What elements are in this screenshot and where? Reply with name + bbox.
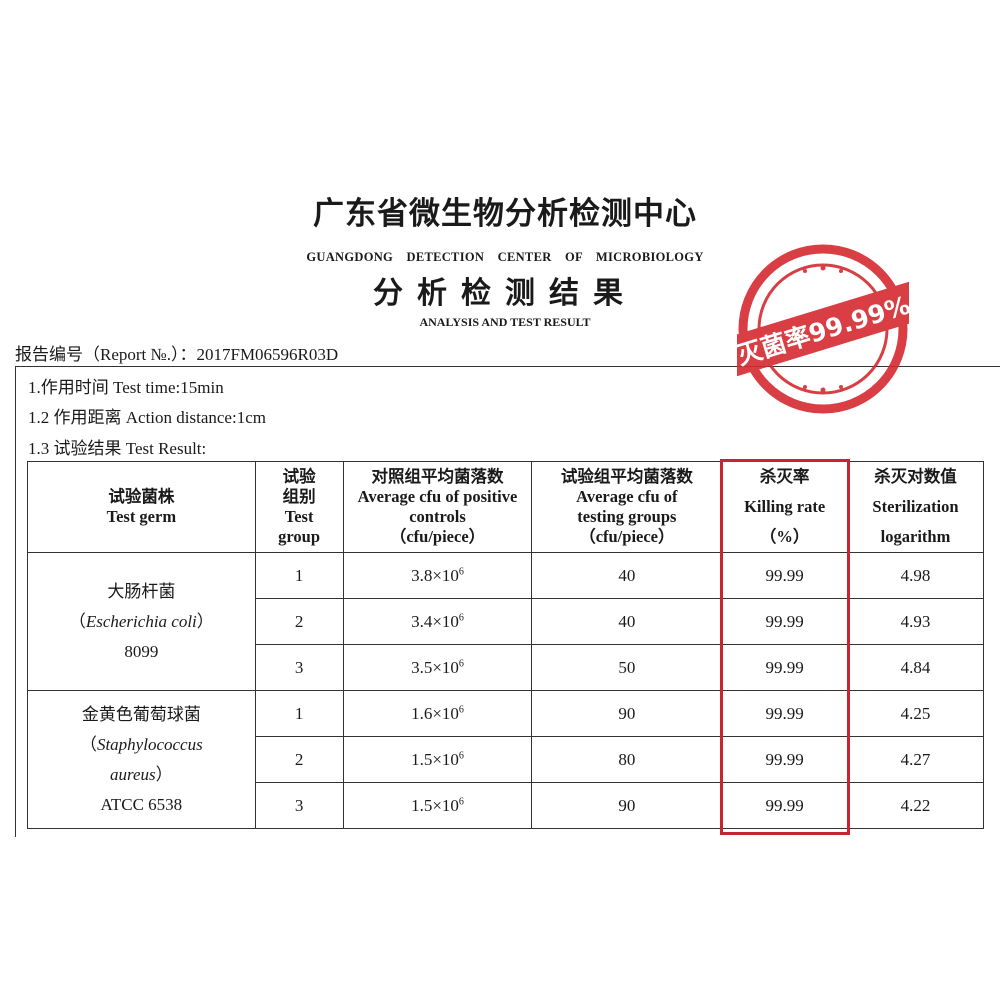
table-row: 金黄色葡萄球菌 （Staphylococcus aureus） ATCC 6538 1 1… [27,690,984,829]
sterilization-log-cell: 4.22 [847,782,984,829]
sterilization-log-cell: 4.25 [847,690,984,737]
group-cell: 3 [254,782,344,829]
header-test-cfu: 试验组平均菌落数 Average cfu of testing groups （cf… [531,461,723,553]
germ-cn: 金黄色葡萄球菌 [81,704,201,724]
result-title-cn: 分析检测结果 [373,277,637,310]
header-cn: 试验组别 [282,467,316,506]
germ-cell: 大肠杆菌 （Escherichia coli） 8099 [27,552,256,691]
header-test-group: 试验组别 Test group [254,461,344,553]
germ-latin: （Staphylococcus [79,734,203,754]
table-row: 大肠杆菌 （Escherichia coli） 8099 1 3.8×106 40 99.9… [27,552,984,691]
killing-rate-cell: 99.99 [721,552,849,599]
germ-cn: 大肠杆菌 [107,581,176,601]
test-result-label: 1.3 试验结果 Test Result: [28,439,207,458]
sterilization-rate-stamp: 灭菌率99.99% [737,244,909,414]
header-sterilization-log: 杀灭对数值 Sterilization logarithm [847,461,984,553]
header-en: Test group [278,507,321,546]
header-en: Average cfu of positive controls [357,487,518,526]
control-cfu-cell: 1.5×106 [342,782,533,829]
test-cfu-cell: 40 [531,552,723,599]
results-table: 试验菌株 Test germ 试验组别 Test group 对照组平均菌落数 Ave… [27,461,984,829]
header-unit: （cfu/piece） [579,527,675,546]
table-header-row: 试验菌株 Test germ 试验组别 Test group 对照组平均菌落数 Ave… [27,461,984,553]
header-killing-rate: 杀灭率 Killing rate （%） [721,461,849,553]
result-title-en: ANALYSIS AND TEST RESULT [419,315,591,329]
germ-latin-2: aureus） [110,764,173,784]
germ-latin: （Escherichia coli） [68,611,214,631]
test-cfu-cell: 90 [531,690,723,737]
header-en: Killing rate [744,497,826,516]
header-en: Sterilization logarithm [872,497,959,546]
control-cfu-cell: 3.5×106 [342,644,533,691]
header-test-germ: 试验菌株 Test germ [27,461,256,553]
header-cn: 试验菌株 [108,487,175,506]
test-cfu-cell: 80 [531,736,723,783]
header-cn: 杀灭对数值 [874,467,957,486]
test-time: 1.作用时间 Test time:15min [28,378,224,397]
germ-strain: ATCC 6538 [100,794,183,814]
sterilization-log-cell: 4.98 [847,552,984,599]
header-unit: （%） [759,527,810,546]
header-unit: （cfu/piece） [389,527,486,546]
header-cn: 试验组平均菌落数 [560,467,693,486]
header-en: Average cfu of testing groups [576,487,678,526]
table-row: 3 1.5×106 90 99.99 4.22 [28,782,984,829]
center-title-en: GUANGDONG DETECTION CENTER OF MICROBIOLO… [306,250,704,264]
group-cell: 2 [254,736,344,783]
killing-rate-cell: 99.99 [721,782,849,829]
germ-cell: 金黄色葡萄球菌 （Staphylococcus aureus） ATCC 6538 [27,690,256,829]
group-cell: 2 [254,598,344,645]
group-cell: 3 [254,644,344,691]
header-control-cfu: 对照组平均菌落数 Average cfu of positive controls… [342,461,533,553]
sterilization-log-cell: 4.84 [847,644,984,691]
result-box [15,366,1000,837]
center-title-cn: 广东省微生物分析检测中心 [313,196,697,231]
action-distance: 1.2 作用距离 Action distance:1cm [28,408,266,427]
control-cfu-cell: 3.4×106 [342,598,533,645]
test-cfu-cell: 50 [531,644,723,691]
group-cell: 1 [254,552,344,599]
sterilization-log-cell: 4.27 [847,736,984,783]
header-en: Test germ [106,507,177,526]
header-cn: 对照组平均菌落数 [371,467,504,486]
header-cn: 杀灭率 [759,467,810,486]
control-cfu-cell: 1.6×106 [342,690,533,737]
germ-strain: 8099 [124,641,159,661]
sterilization-log-cell: 4.93 [847,598,984,645]
test-cfu-cell: 90 [531,782,723,829]
killing-rate-cell: 99.99 [721,598,849,645]
control-cfu-cell: 3.8×106 [342,552,533,599]
test-cfu-cell: 40 [531,598,723,645]
control-cfu-cell: 1.5×106 [342,736,533,783]
killing-rate-cell: 99.99 [721,690,849,737]
group-cell: 1 [254,690,344,737]
report-number: 报告编号（Report №.）：2017FM06596R03D [15,345,339,364]
killing-rate-highlight [720,459,850,835]
